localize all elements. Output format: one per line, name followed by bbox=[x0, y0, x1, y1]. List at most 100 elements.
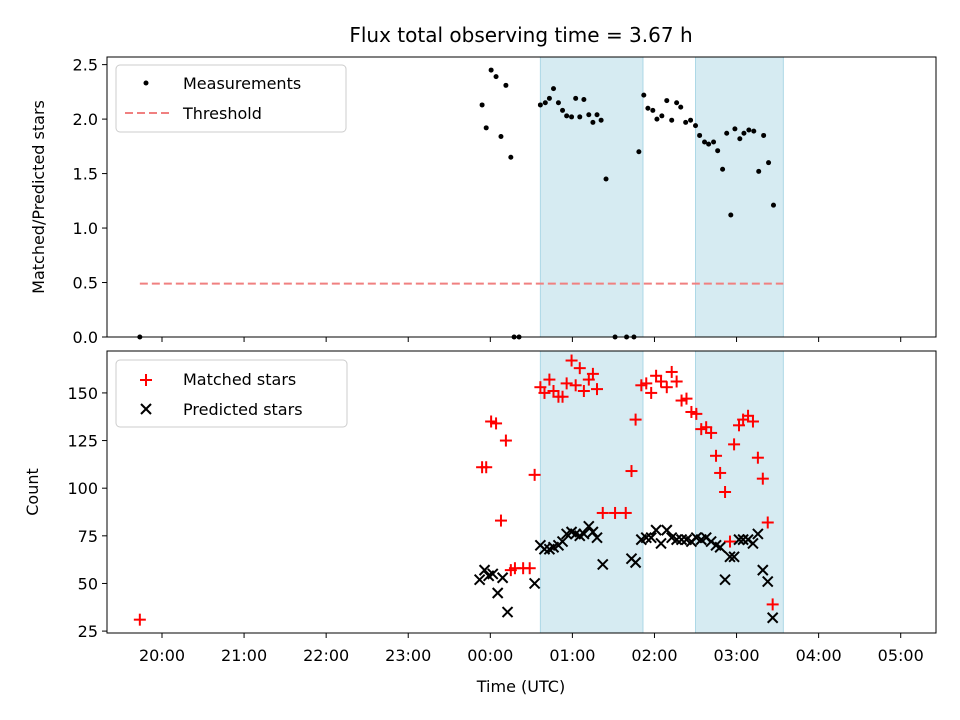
measurement-point bbox=[479, 102, 485, 108]
bottom-axes-frame bbox=[106, 350, 937, 634]
matched-star-point bbox=[710, 449, 723, 462]
predicted-star-point bbox=[528, 577, 541, 590]
matched-star-point bbox=[586, 367, 599, 380]
x-tick-label: 00:00 bbox=[467, 646, 513, 665]
matched-star-point bbox=[494, 514, 507, 527]
measurement-point bbox=[702, 139, 708, 145]
predicted-star-point bbox=[597, 558, 609, 571]
predicted-star-point bbox=[670, 533, 683, 546]
measurement-point bbox=[761, 132, 767, 138]
top-y-tick-label: 1.5 bbox=[73, 165, 98, 184]
top-shaded-spans bbox=[539, 56, 784, 338]
bottom-panel: 25 50 75 100 125 150 20:00 21:00 22:00 23:00 00:0… bbox=[23, 350, 937, 696]
predicted-star-point bbox=[719, 573, 731, 586]
predicted-star-point bbox=[578, 528, 590, 540]
matched-star-point bbox=[705, 426, 718, 439]
matched-star-point bbox=[543, 373, 556, 386]
matched-star-point bbox=[629, 413, 642, 426]
bottom-y-tick-label: 25 bbox=[78, 622, 98, 641]
matched-star-point bbox=[573, 362, 586, 375]
predicted-star-point bbox=[591, 532, 603, 544]
measurement-point bbox=[636, 149, 642, 155]
matched-star-point bbox=[723, 535, 736, 548]
measurement-point bbox=[711, 139, 717, 145]
x-tick-label: 02:00 bbox=[631, 646, 677, 665]
matched-star-point bbox=[728, 438, 741, 451]
bottom-x-ticks: 20:00 21:00 22:00 23:00 00:00 01:00 02:00 03:00… bbox=[139, 633, 924, 665]
legend-measurements-marker bbox=[143, 80, 149, 86]
measurement-point bbox=[586, 112, 592, 118]
top-shaded-span-1 bbox=[695, 56, 784, 338]
predicted-star-point bbox=[583, 520, 595, 533]
measurement-point bbox=[697, 132, 703, 138]
measurement-point bbox=[551, 86, 557, 92]
top-y-tick-label: 2.0 bbox=[73, 110, 98, 129]
measurement-point bbox=[650, 107, 656, 113]
matched-star-point bbox=[665, 365, 678, 378]
x-tick-label: 04:00 bbox=[796, 646, 842, 665]
predicted-star-point bbox=[645, 532, 657, 544]
matched-star-point bbox=[499, 434, 512, 447]
measurement-point bbox=[693, 123, 699, 129]
predicted-star-point bbox=[629, 556, 642, 569]
bottom-y-tick-label: 50 bbox=[78, 574, 98, 593]
measurement-point bbox=[555, 100, 561, 106]
bottom-y-axis-label: Count bbox=[23, 468, 42, 516]
chart-title: Flux total observing time = 3.67 h bbox=[349, 23, 692, 47]
matched-star-point bbox=[490, 417, 503, 430]
matched-star-point bbox=[480, 461, 493, 474]
measurement-point bbox=[674, 100, 680, 106]
predicted-star-point bbox=[728, 551, 740, 563]
bottom-y-tick-label: 75 bbox=[78, 527, 98, 546]
matched-star-point bbox=[660, 381, 673, 394]
measurement-point bbox=[732, 126, 738, 132]
predicted-star-point bbox=[496, 572, 509, 584]
matched-star-point bbox=[556, 390, 569, 403]
matched-star-point bbox=[133, 613, 146, 626]
bottom-legend: Matched stars Predicted stars bbox=[115, 359, 348, 428]
measurement-point bbox=[664, 98, 670, 104]
bottom-y-tick-label: 125 bbox=[67, 432, 98, 451]
matched-star-point bbox=[538, 386, 551, 399]
measurement-point bbox=[678, 104, 684, 110]
matched-star-point bbox=[591, 383, 604, 396]
x-tick-label: 05:00 bbox=[878, 646, 924, 665]
x-tick-label: 20:00 bbox=[139, 646, 185, 665]
measurement-point bbox=[493, 74, 499, 80]
top-y-tick-label: 0.5 bbox=[73, 274, 98, 293]
bottom-legend-box bbox=[115, 359, 348, 428]
measurement-point bbox=[542, 100, 548, 106]
top-x-ticks bbox=[161, 337, 902, 342]
measurement-point bbox=[756, 168, 762, 174]
predicted-star-point bbox=[757, 564, 769, 576]
matched-star-point bbox=[645, 386, 658, 399]
measurement-point bbox=[581, 96, 587, 102]
predicted-star-point bbox=[491, 587, 504, 599]
measurement-point bbox=[569, 114, 575, 120]
matched-star-point bbox=[690, 407, 703, 420]
measurement-point bbox=[594, 112, 600, 118]
predicted-star-point bbox=[487, 568, 499, 580]
matched-star-point bbox=[596, 506, 609, 519]
matched-star-point bbox=[714, 466, 727, 479]
matched-star-point bbox=[761, 516, 774, 529]
matched-star-points bbox=[133, 354, 779, 626]
top-panel: 0.0 0.5 1.0 1.5 2.0 2.5 Matched/Predicted sta… bbox=[29, 56, 937, 347]
measurement-point bbox=[659, 113, 665, 119]
predicted-star-point bbox=[724, 551, 736, 563]
predicted-star-point bbox=[714, 541, 726, 553]
predicted-star-point bbox=[478, 564, 491, 576]
predicted-star-point bbox=[538, 543, 551, 555]
matched-star-point bbox=[756, 472, 769, 485]
x-tick-label: 23:00 bbox=[385, 646, 431, 665]
matched-star-point bbox=[751, 451, 764, 464]
top-legend-box bbox=[115, 64, 347, 133]
bottom-shaded-spans bbox=[539, 350, 784, 634]
measurement-point bbox=[577, 114, 583, 120]
measurement-point bbox=[720, 166, 726, 172]
legend-predicted-label: Predicted stars bbox=[183, 400, 303, 419]
top-shaded-span-0 bbox=[539, 56, 644, 338]
measurement-point bbox=[560, 107, 566, 113]
measurement-point bbox=[546, 95, 552, 101]
